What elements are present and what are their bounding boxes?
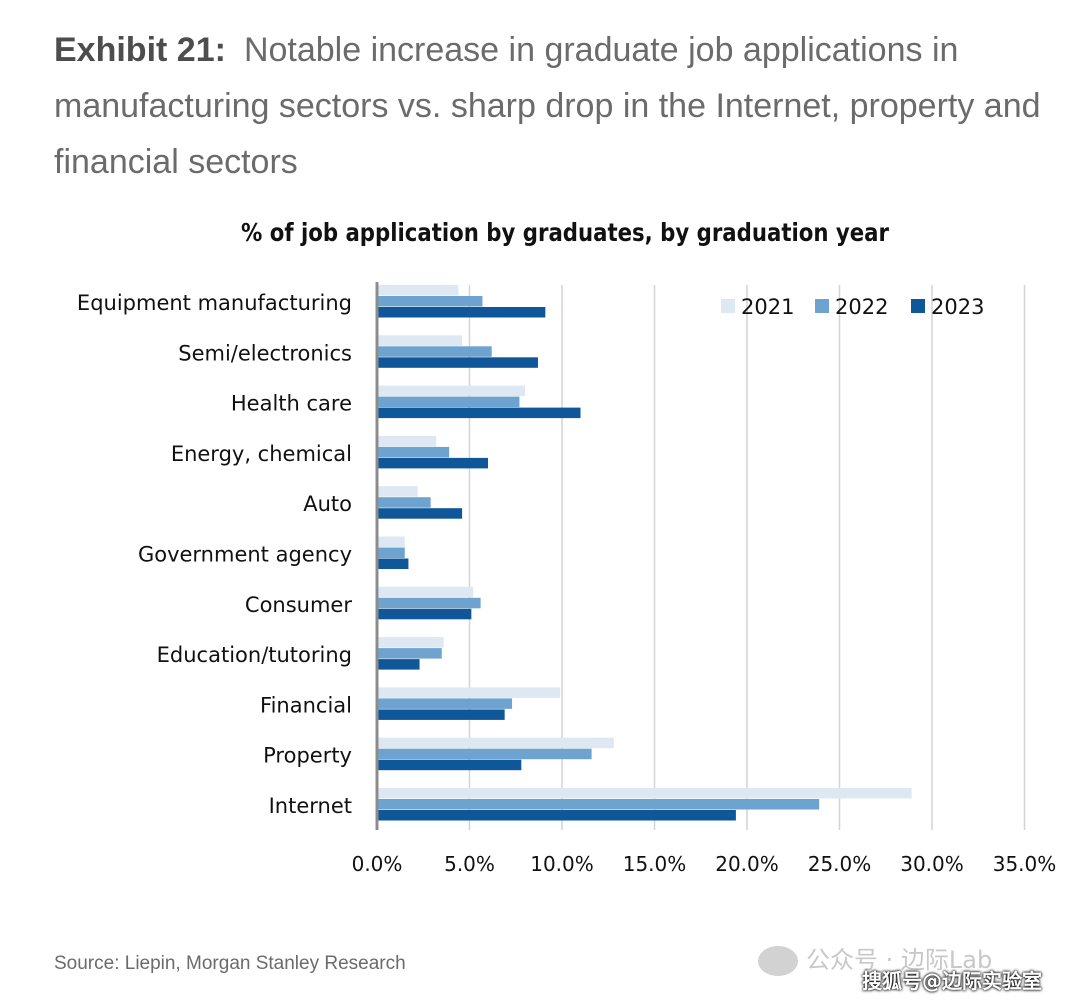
bar-2023 xyxy=(377,508,463,519)
x-tick-label: 0.0% xyxy=(352,852,403,876)
x-tick-label: 20.0% xyxy=(715,852,779,876)
watermark-sohu: 搜狐号@边际实验室 xyxy=(862,969,1042,993)
bar-2022 xyxy=(377,799,820,810)
category-label: Consumer xyxy=(245,593,352,617)
bar-2021 xyxy=(377,586,474,598)
bar-2021 xyxy=(377,385,525,397)
bar-2022 xyxy=(377,497,431,508)
bar-2022 xyxy=(377,547,405,558)
category-label: Property xyxy=(263,744,352,768)
legend-swatch-2022 xyxy=(815,299,829,313)
legend-label-2022: 2022 xyxy=(835,295,888,319)
x-tick-label: 35.0% xyxy=(993,852,1057,876)
x-tick-label: 10.0% xyxy=(530,852,594,876)
x-tick-label: 5.0% xyxy=(444,852,495,876)
category-label: Education/tutoring xyxy=(157,643,352,667)
bar-2022 xyxy=(377,346,492,357)
bar-2023 xyxy=(377,709,505,720)
bar-2022 xyxy=(377,698,513,709)
bar-2023 xyxy=(377,608,472,620)
bar-2021 xyxy=(377,687,561,698)
legend-label-2023: 2023 xyxy=(931,295,984,319)
bar-2021 xyxy=(377,335,463,346)
bar-2021 xyxy=(377,285,459,296)
legend-label-2021: 2021 xyxy=(741,295,794,319)
bar-2022 xyxy=(377,648,442,659)
bar-2021 xyxy=(377,788,912,799)
watermark-wechat-text: 公众号 · 边际Lab xyxy=(806,946,993,974)
x-tick-label: 25.0% xyxy=(808,852,872,876)
category-label: Internet xyxy=(269,794,352,818)
bar-2023 xyxy=(377,659,420,670)
bar-2022 xyxy=(377,597,481,609)
bar-2023 xyxy=(377,457,488,469)
category-label: Auto xyxy=(303,492,352,516)
x-tick-label: 15.0% xyxy=(623,852,687,876)
category-label: Energy, chemical xyxy=(171,442,352,466)
category-label: Financial xyxy=(260,693,352,717)
bar-2021 xyxy=(377,435,437,447)
bar-2023 xyxy=(377,558,409,569)
bar-2022 xyxy=(377,748,592,760)
source-note: Source: Liepin, Morgan Stanley Research xyxy=(54,953,406,974)
x-tick-label: 30.0% xyxy=(900,852,964,876)
exhibit-label: Exhibit 21: xyxy=(54,31,226,69)
bar-2023 xyxy=(377,357,538,368)
bar-2021 xyxy=(377,536,405,547)
legend-swatch-2023 xyxy=(911,299,925,313)
bar-2023 xyxy=(377,407,581,419)
bar-2023 xyxy=(377,810,736,821)
bar-2022 xyxy=(377,396,520,408)
category-label: Government agency xyxy=(138,543,352,567)
exhibit-text: Notable increase in graduate job applica… xyxy=(54,31,1041,181)
watermark-wechat: 公众号 · 边际Lab xyxy=(758,940,992,976)
exhibit-heading: Exhibit 21: Notable increase in graduate … xyxy=(54,22,1044,190)
bar-2022 xyxy=(377,296,483,307)
wechat-icon xyxy=(758,946,798,976)
bar-2023 xyxy=(377,759,522,771)
bar-2021 xyxy=(377,486,418,497)
category-label: Equipment manufacturing xyxy=(77,291,352,315)
bar-2021 xyxy=(377,737,614,749)
legend-swatch-2021 xyxy=(721,299,735,313)
category-label: Health care xyxy=(231,392,352,416)
bar-2023 xyxy=(377,307,546,318)
bar-2021 xyxy=(377,637,444,648)
category-label: Semi/electronics xyxy=(178,341,352,365)
bar-2022 xyxy=(377,446,450,458)
chart-title: % of job application by graduates, by gr… xyxy=(241,218,889,247)
